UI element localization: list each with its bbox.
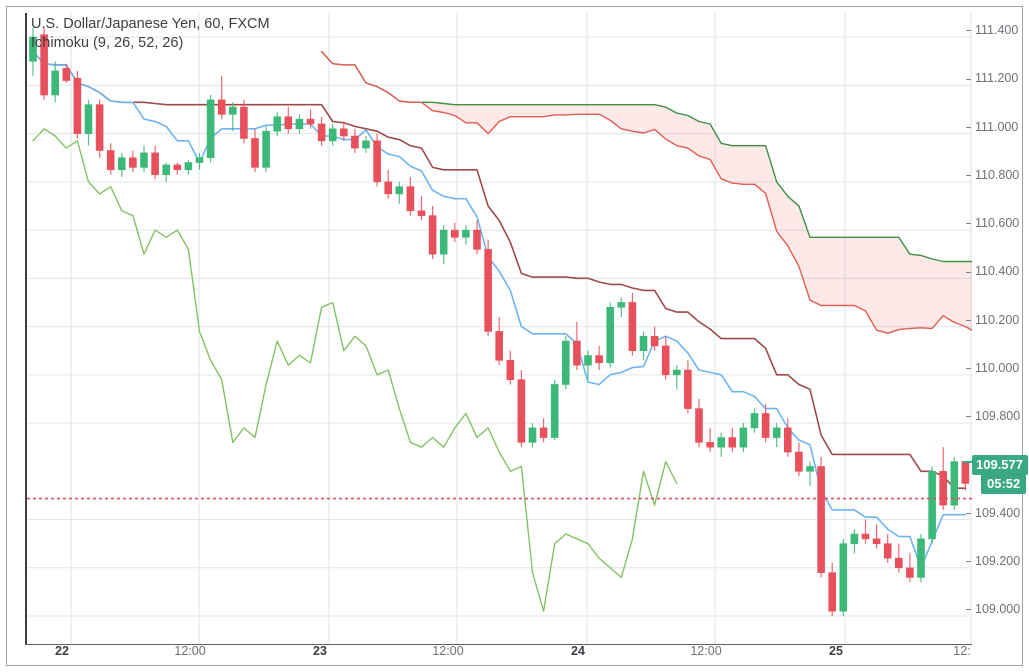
time-axis-label: 12:00 [432,644,464,658]
price-axis-label: 109.800 [966,409,1020,423]
price-tick-text: 109.400 [975,505,1021,520]
time-axis-label: 22 [55,644,69,658]
price-tick-text: 109.200 [975,553,1021,568]
price-tick-text: 110.400 [975,264,1020,279]
price-tick-text: 110.000 [975,360,1020,375]
time-axis-label: 12: [953,644,971,658]
time-axis-label: 23 [313,644,327,658]
price-tick-text: 109.800 [975,409,1021,424]
price-axis[interactable]: 111.400 111.200 111.000 110.800 110.600 110.4… [966,6,1023,666]
chart-canvas[interactable] [27,13,972,644]
time-axis-label: 25 [829,644,843,658]
price-tick-mark [966,319,971,321]
ichimoku-lines-layer [32,50,972,612]
time-axis-label: 24 [571,644,585,658]
price-tick-mark [966,175,971,177]
price-axis-label: 111.200 [966,71,1018,85]
price-tick-mark [966,126,971,128]
price-overlay-layer [27,497,972,500]
price-tick-text: 111.400 [975,23,1019,38]
price-tick-mark [966,561,971,562]
price-tick-text: 110.600 [975,216,1020,231]
time-axis[interactable]: 22 12:00 23 12:00 24 12:00 25 12: [18,638,1023,666]
price-tick-text: 111.200 [975,71,1019,86]
last-price-badge: 109.577 [972,455,1028,475]
price-axis-label: 110.400 [966,264,1019,278]
price-tick-mark [966,512,971,514]
price-axis-label: 110.600 [966,216,1019,230]
time-axis-label: 12:00 [174,644,206,658]
price-axis-label: 109.000 [966,602,1020,616]
price-tick-mark [966,609,971,611]
ichimoku-cloud-layer [321,51,972,334]
price-tick-text: 110.200 [975,312,1020,327]
price-tick-mark [966,271,971,273]
last-price-tick [963,461,974,463]
price-axis-label: 111.000 [966,120,1018,134]
bar-countdown-badge: 05:52 [981,474,1027,494]
price-axis-label: 111.400 [966,23,1018,37]
price-axis-label: 109.400 [966,506,1020,520]
price-tick-text: 111.000 [975,119,1019,134]
price-tick-mark [966,30,971,32]
price-tick-text: 110.800 [975,167,1020,182]
time-axis-label: 12:00 [690,644,722,658]
price-tick-mark [966,78,971,80]
chart-frame: U.S. Dollar/Japanese Yen, 60, FXCM Ichim… [6,6,1023,666]
price-axis-label: 110.800 [966,168,1019,182]
price-axis-label: 109.200 [966,554,1020,568]
price-tick-mark [966,223,971,225]
price-tick-mark [966,416,971,418]
chart-plot-area[interactable] [25,13,972,645]
price-axis-label: 110.200 [966,313,1019,327]
price-axis-label: 110.000 [966,361,1019,375]
price-tick-mark [966,368,971,370]
candlesticks-layer [29,27,970,617]
price-tick-text: 109.000 [975,602,1021,617]
